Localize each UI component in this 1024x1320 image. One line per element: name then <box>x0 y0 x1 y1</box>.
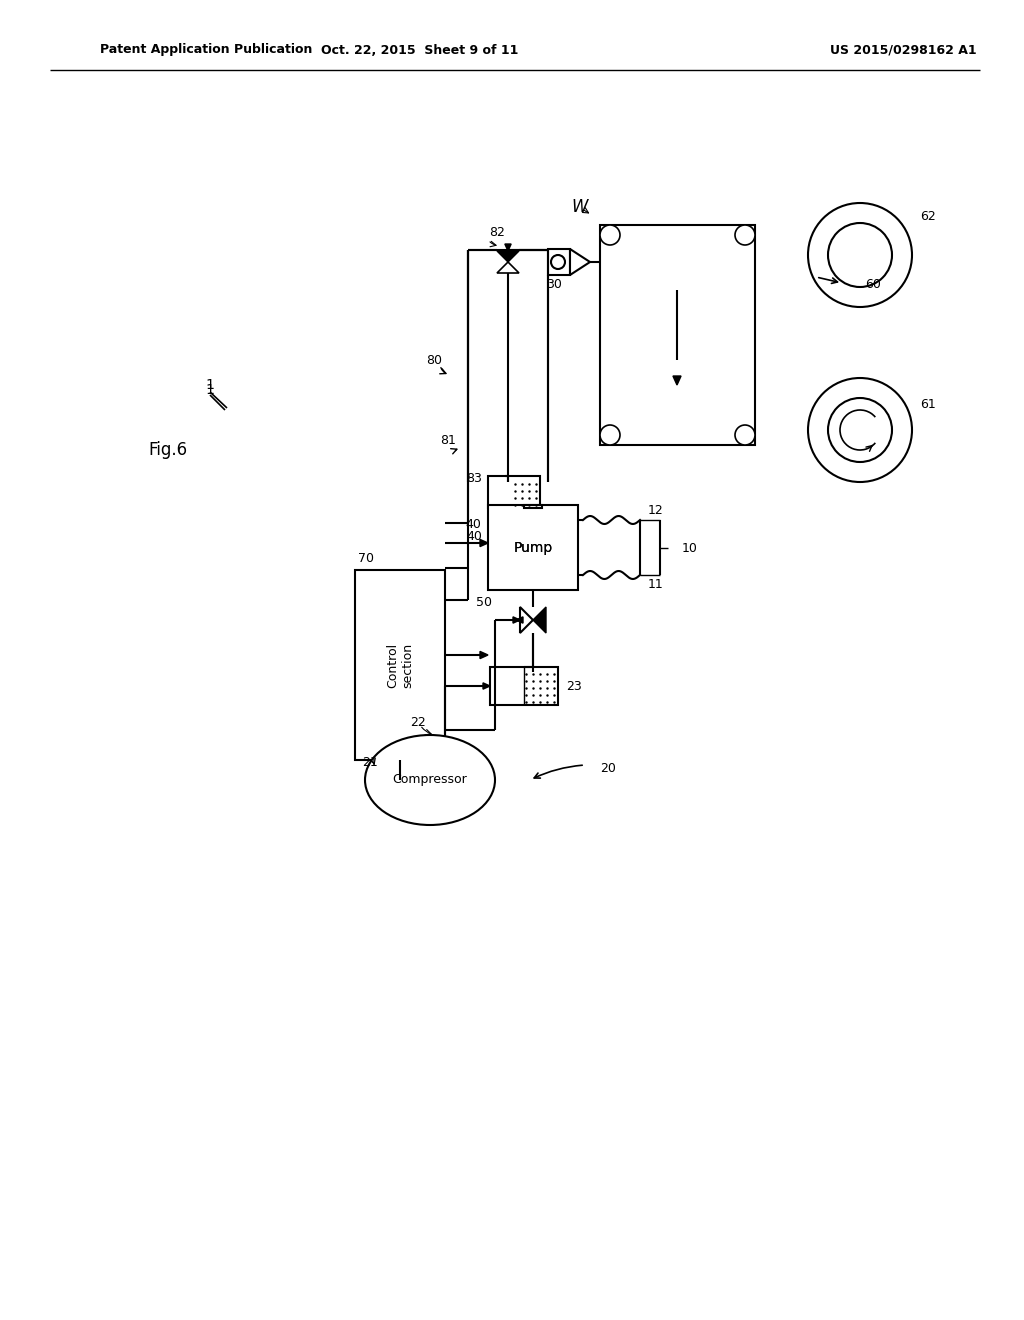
Text: 1: 1 <box>205 378 214 392</box>
Polygon shape <box>534 607 546 634</box>
Circle shape <box>808 378 912 482</box>
Bar <box>524 506 542 508</box>
Text: 60: 60 <box>865 279 881 292</box>
Bar <box>355 570 445 760</box>
Circle shape <box>551 255 565 269</box>
Bar <box>488 506 578 590</box>
Polygon shape <box>483 682 490 689</box>
Text: 10: 10 <box>682 541 698 554</box>
Bar <box>488 477 540 508</box>
Polygon shape <box>480 651 488 659</box>
Polygon shape <box>513 616 520 623</box>
Polygon shape <box>570 249 590 275</box>
Bar <box>548 249 570 275</box>
Bar <box>600 224 755 445</box>
Text: 40: 40 <box>465 519 481 532</box>
Circle shape <box>735 425 755 445</box>
Text: 61: 61 <box>920 399 936 412</box>
Polygon shape <box>505 244 511 251</box>
Text: 83: 83 <box>466 471 482 484</box>
Circle shape <box>600 425 620 445</box>
Text: Patent Application Publication: Patent Application Publication <box>100 44 312 57</box>
Text: Control
section: Control section <box>386 643 414 688</box>
Polygon shape <box>497 261 519 273</box>
Text: 62: 62 <box>920 210 936 223</box>
Polygon shape <box>516 616 523 623</box>
Text: Pump: Pump <box>513 541 553 554</box>
Polygon shape <box>673 376 681 385</box>
Circle shape <box>735 224 755 246</box>
Text: 30: 30 <box>546 279 562 292</box>
Text: Compressor: Compressor <box>392 774 467 787</box>
Text: US 2015/0298162 A1: US 2015/0298162 A1 <box>830 44 977 57</box>
Polygon shape <box>480 540 488 546</box>
Text: 22: 22 <box>410 715 426 729</box>
Text: 40: 40 <box>466 529 482 543</box>
Bar <box>490 667 558 705</box>
Circle shape <box>828 399 892 462</box>
Text: 50: 50 <box>476 595 492 609</box>
Ellipse shape <box>365 735 495 825</box>
Circle shape <box>828 223 892 286</box>
Text: 21: 21 <box>362 755 378 768</box>
Text: 20: 20 <box>600 762 615 775</box>
Text: 1: 1 <box>205 383 214 397</box>
Text: 11: 11 <box>648 578 664 591</box>
Text: 70: 70 <box>358 552 374 565</box>
Text: Oct. 22, 2015  Sheet 9 of 11: Oct. 22, 2015 Sheet 9 of 11 <box>322 44 519 57</box>
Text: 23: 23 <box>566 680 582 693</box>
Text: 80: 80 <box>426 354 442 367</box>
Text: Fig.6: Fig.6 <box>148 441 187 459</box>
Text: 81: 81 <box>440 433 456 446</box>
Text: W: W <box>571 198 588 216</box>
Circle shape <box>600 224 620 246</box>
Text: 12: 12 <box>648 503 664 516</box>
Circle shape <box>808 203 912 308</box>
Polygon shape <box>497 251 519 261</box>
Text: 82: 82 <box>489 227 505 239</box>
Text: Pump: Pump <box>513 541 553 554</box>
Polygon shape <box>520 607 534 634</box>
